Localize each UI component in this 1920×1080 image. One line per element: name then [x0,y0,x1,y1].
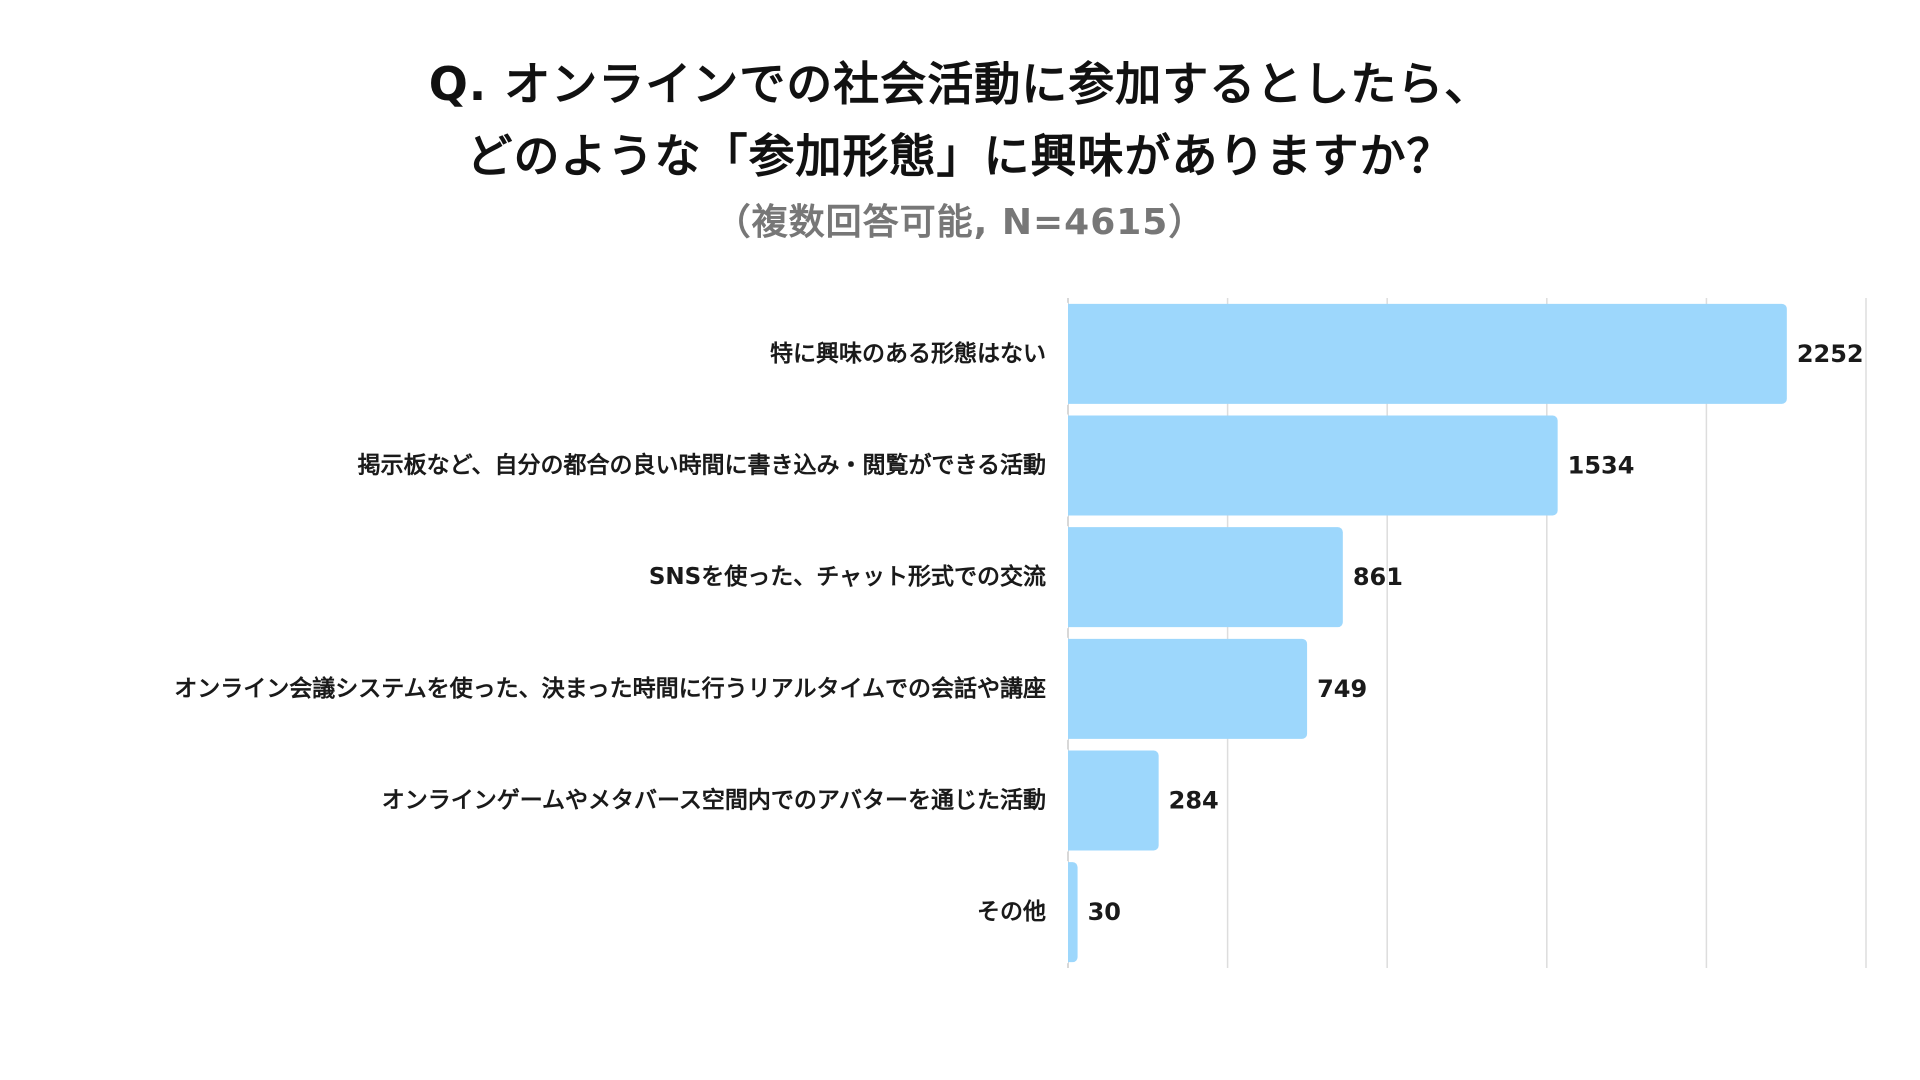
value-label: 284 [1169,787,1219,815]
bar-axis-mask [1060,302,1068,405]
chart-title-block: Q. オンラインでの社会活動に参加するとしたら、 どのような「参加形態」に興味が… [0,48,1920,254]
value-label: 861 [1353,563,1403,591]
bar-3 [1062,638,1308,739]
value-label: 749 [1317,675,1367,703]
bars [1060,302,1787,964]
bar-axis-mask [1060,414,1068,517]
bar-axis-mask [1060,526,1068,629]
category-label: オンライン会議システムを使った、決まった時間に行うリアルタイムでの会話や講座 [174,675,1046,702]
bar-2 [1062,527,1343,628]
chart-title-line-1: Q. オンラインでの社会活動に参加するとしたら、 [428,57,1492,111]
chart-title-line-2: どのような「参加形態」に興味がありますか？ [466,129,1454,183]
category-label: SNSを使った、チャット形式での交流 [649,563,1046,590]
category-label: オンラインゲームやメタバース空間内でのアバターを通じた活動 [382,787,1046,814]
value-label: 2252 [1797,340,1864,368]
bar-axis-mask [1060,749,1068,852]
value-labels: 2252 1534 861 749 284 30 [1088,340,1864,926]
bar-1 [1062,415,1558,516]
grid-lines [1067,298,1867,968]
bar-0 [1062,303,1787,404]
bar-axis-mask [1060,861,1068,964]
value-label: 30 [1088,898,1121,926]
category-label: 掲示板など、自分の都合の良い時間に書き込み・閲覧ができる活動 [358,452,1046,479]
chart-subtitle: （複数回答可能, N=4615） [714,202,1206,243]
bar-4 [1062,750,1159,851]
value-label: 1534 [1568,452,1635,480]
category-label: その他 [977,899,1046,925]
category-label: 特に興味のある形態はない [770,340,1046,367]
bar-axis-mask [1060,637,1068,740]
category-labels: 特に興味のある形態はない掲示板など、自分の都合の良い時間に書き込み・閲覧ができる… [174,340,1046,925]
